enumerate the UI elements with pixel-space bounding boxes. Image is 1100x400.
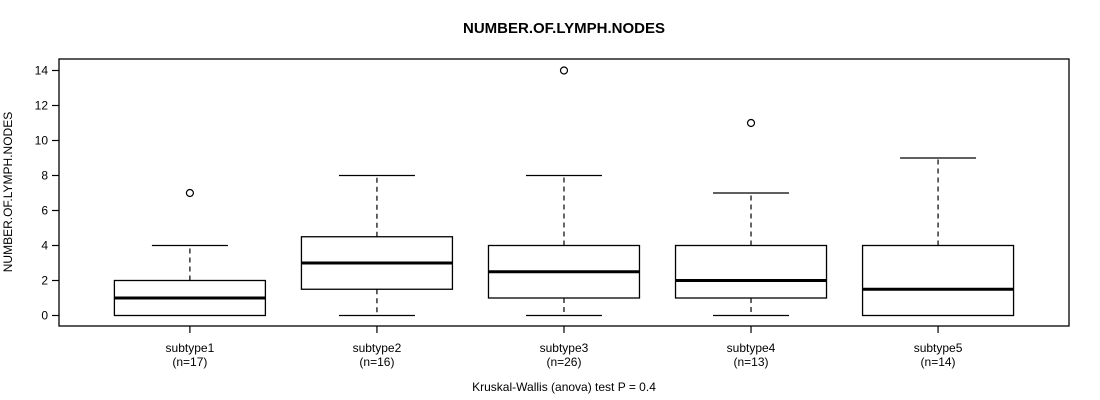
y-tick-label: 8 — [41, 169, 48, 183]
y-tick-label: 0 — [41, 309, 48, 323]
group-label: subtype1 — [166, 341, 215, 355]
group-count-label: (n=13) — [734, 355, 769, 369]
chart-title: NUMBER.OF.LYMPH.NODES — [463, 20, 665, 37]
group-count-label: (n=16) — [359, 355, 394, 369]
group-label: subtype2 — [353, 341, 402, 355]
group-label: subtype5 — [914, 341, 963, 355]
y-tick-label: 14 — [35, 64, 49, 78]
group-label: subtype4 — [727, 341, 776, 355]
group-count-label: (n=14) — [921, 355, 956, 369]
group-count-label: (n=26) — [546, 355, 581, 369]
outlier-point — [559, 66, 569, 75]
y-tick-label: 12 — [35, 99, 49, 113]
y-tick-label: 10 — [35, 134, 49, 148]
outlier-point — [746, 118, 756, 128]
box-rect — [861, 244, 1015, 317]
y-axis-label: NUMBER.OF.LYMPH.NODES — [1, 112, 15, 272]
caption: Kruskal-Wallis (anova) test P = 0.4 — [472, 380, 656, 394]
y-tick-label: 4 — [41, 239, 48, 253]
group-label: subtype3 — [540, 341, 589, 355]
y-tick-label: 2 — [41, 274, 48, 288]
box-rect — [674, 244, 828, 299]
plot-layer: 0 2 4 6 8 10 12 14 subtype1(n=17) subtype2(n=16) s… — [35, 64, 1015, 369]
group-count-label: (n=17) — [172, 355, 207, 369]
y-tick-label: 6 — [41, 204, 48, 218]
outlier-point — [185, 188, 194, 198]
